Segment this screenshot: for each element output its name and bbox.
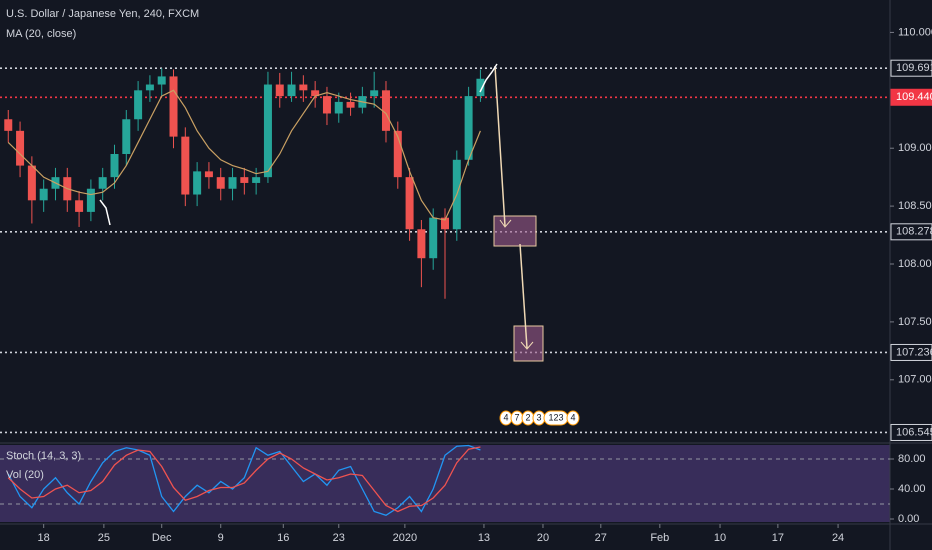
- candle-body: [4, 119, 13, 131]
- y-tick-label: 109.000: [898, 142, 932, 154]
- candle-body: [204, 171, 213, 178]
- event-label: 2: [525, 412, 530, 422]
- ma-line: [7, 89, 481, 221]
- candle-body: [287, 84, 296, 97]
- arrow-head: [499, 219, 512, 228]
- y-tick-label: 108.000: [898, 258, 932, 270]
- stoch-panel: [0, 445, 890, 522]
- candle-body: [145, 84, 154, 91]
- x-tick-label: 23: [333, 532, 345, 544]
- projection-box: [493, 215, 537, 247]
- x-tick-label: 17: [772, 532, 784, 544]
- x-tick-label: 16: [277, 532, 289, 544]
- x-tick-label: 25: [98, 532, 110, 544]
- y-tick-label: 40.00: [898, 483, 926, 495]
- vol-label: Vol (20): [6, 469, 44, 481]
- stoch-line: [7, 446, 481, 513]
- y-tick-label: 0.00: [898, 513, 919, 525]
- candle-body: [122, 119, 131, 154]
- event-label: 3: [536, 412, 541, 422]
- x-tick-label: 20: [537, 532, 549, 544]
- level-line-label: 106.545: [896, 426, 932, 438]
- candle-body: [263, 84, 272, 178]
- level-line-label: 109.691: [896, 62, 932, 74]
- candle-body: [275, 84, 284, 97]
- level-line-tag: [890, 59, 932, 77]
- candle-body: [134, 90, 143, 120]
- plot: 110.000 109.000 108.500 108.000 107.500 107.0…: [0, 26, 932, 544]
- candle-body: [322, 96, 331, 114]
- candle-body: [157, 76, 166, 85]
- event-label: 4: [570, 412, 575, 422]
- level-line-label: 108.278: [896, 226, 932, 238]
- x-tick-label: 18: [38, 532, 50, 544]
- arrow-head: [520, 341, 534, 350]
- candle-body: [228, 177, 237, 189]
- candle-body: [75, 200, 84, 212]
- candle-body: [346, 101, 355, 108]
- projection-arrow: [519, 243, 528, 349]
- candle-body: [417, 229, 426, 259]
- projection-path: [479, 63, 498, 93]
- candle-body: [240, 177, 249, 183]
- x-tick-label: 2020: [393, 532, 417, 544]
- candle-body: [216, 177, 225, 189]
- drawing: [99, 199, 111, 226]
- y-tick-label: 107.000: [898, 374, 932, 386]
- level-line-tag: [890, 423, 932, 441]
- event-label: 4: [503, 412, 508, 422]
- level-line-tag: [890, 343, 932, 361]
- x-tick-label: 9: [218, 532, 224, 544]
- candle-body: [39, 188, 48, 201]
- candle-body: [27, 165, 36, 201]
- candle-body: [193, 171, 202, 195]
- stoch-label: Stoch (14, 3, 3): [6, 450, 81, 462]
- candle-body: [441, 217, 449, 230]
- last-price-label: 109.440: [896, 91, 932, 103]
- candle-body: [393, 130, 402, 178]
- x-tick-label: 27: [595, 532, 607, 544]
- y-tick-label: 110.000: [898, 26, 932, 38]
- projection-box: [513, 325, 544, 362]
- candle-body: [252, 177, 261, 183]
- last-price-tag: [890, 88, 932, 106]
- candle-body: [169, 76, 178, 137]
- projection-arrow: [494, 65, 506, 227]
- candle-body: [370, 90, 379, 97]
- x-tick-label: 10: [714, 532, 726, 544]
- x-tick-label: 13: [478, 532, 490, 544]
- candle-body: [16, 130, 25, 166]
- candle-body: [98, 177, 107, 189]
- candle-body: [299, 84, 308, 91]
- x-tick-label: Feb: [650, 532, 669, 544]
- candle-body: [334, 101, 343, 114]
- candle-body: [464, 96, 473, 160]
- candle-body: [476, 78, 485, 97]
- event-label: 7: [514, 412, 519, 422]
- level-line-label: 107.236: [896, 346, 932, 358]
- y-tick-label: 80.00: [898, 453, 926, 465]
- candle-body: [405, 177, 414, 230]
- event-label: 123: [548, 412, 563, 422]
- candle-body: [311, 90, 320, 97]
- stoch-line: [7, 444, 481, 516]
- candle-body: [86, 188, 95, 212]
- candle-body: [429, 217, 438, 259]
- y-tick-label: 107.500: [898, 316, 932, 328]
- candle-body: [181, 136, 190, 195]
- candle-body: [110, 154, 119, 178]
- chart-title: U.S. Dollar / Japanese Yen, 240, FXCM: [6, 8, 199, 20]
- level-line-tag: [890, 223, 932, 241]
- indicator-label: MA (20, close): [6, 28, 76, 40]
- candle-body: [381, 90, 390, 131]
- event-badge: [566, 410, 580, 426]
- y-tick-label: 108.500: [898, 200, 932, 212]
- x-tick-label: Dec: [152, 532, 172, 544]
- x-tick-label: 24: [832, 532, 844, 544]
